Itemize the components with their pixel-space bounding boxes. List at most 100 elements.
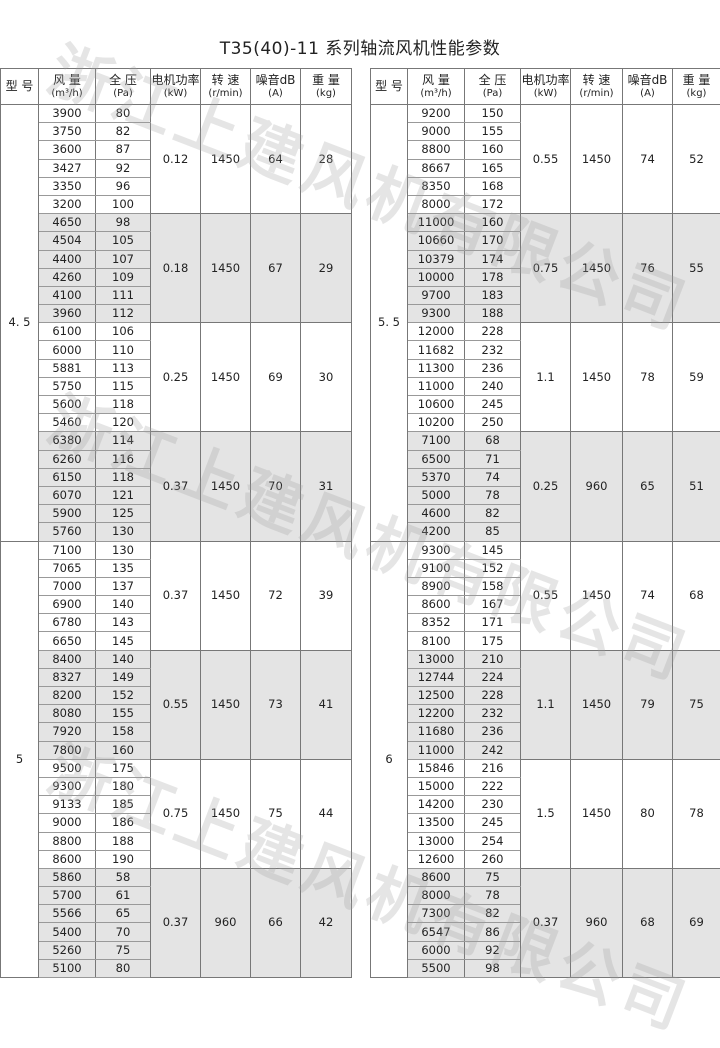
pressure-cell: 92 — [465, 941, 521, 959]
flow-cell: 7065 — [39, 559, 96, 577]
power-cell: 0.37 — [151, 432, 201, 541]
pressure-cell: 109 — [96, 268, 151, 286]
flow-cell: 4260 — [39, 268, 96, 286]
pressure-cell: 183 — [465, 286, 521, 304]
flow-cell: 12200 — [408, 705, 465, 723]
header-weight: 重 量(kg) — [673, 69, 720, 105]
flow-cell: 6900 — [39, 596, 96, 614]
header-unit: (Pa) — [96, 87, 150, 100]
flow-cell: 3750 — [39, 123, 96, 141]
flow-cell: 7300 — [408, 905, 465, 923]
flow-cell: 5260 — [39, 941, 96, 959]
flow-cell: 3200 — [39, 195, 96, 213]
flow-cell: 4504 — [39, 232, 96, 250]
noise-cell: 75 — [251, 759, 301, 868]
weight-cell: 42 — [301, 868, 352, 977]
pressure-cell: 143 — [96, 614, 151, 632]
pressure-cell: 65 — [96, 905, 151, 923]
flow-cell: 6100 — [39, 323, 96, 341]
flow-cell: 4650 — [39, 214, 96, 232]
header-model: 型 号 — [1, 69, 39, 105]
flow-cell: 13000 — [408, 832, 465, 850]
speed-cell: 1450 — [201, 214, 251, 323]
speed-cell: 1450 — [201, 541, 251, 650]
table-header: 型 号风 量(m³/h)全 压(Pa)电机功率(kW)转 速(r/min)噪音d… — [371, 69, 720, 105]
header-noise: 噪音dB(A) — [623, 69, 673, 105]
flow-cell: 5900 — [39, 505, 96, 523]
flow-cell: 5400 — [39, 923, 96, 941]
flow-cell: 9000 — [39, 814, 96, 832]
pressure-cell: 228 — [465, 687, 521, 705]
weight-cell: 78 — [673, 759, 720, 868]
flow-cell: 7100 — [39, 541, 96, 559]
pressure-cell: 168 — [465, 177, 521, 195]
pressure-cell: 110 — [96, 341, 151, 359]
weight-cell: 41 — [301, 650, 352, 759]
flow-cell: 5881 — [39, 359, 96, 377]
pressure-cell: 250 — [465, 414, 521, 432]
performance-table-left: 型 号风 量(m³/h)全 压(Pa)电机功率(kW)转 速(r/min)噪音d… — [0, 68, 352, 978]
flow-cell: 11680 — [408, 723, 465, 741]
pressure-cell: 70 — [96, 923, 151, 941]
flow-cell: 9300 — [408, 305, 465, 323]
weight-cell: 30 — [301, 323, 352, 432]
flow-cell: 11300 — [408, 359, 465, 377]
flow-cell: 8000 — [408, 195, 465, 213]
flow-cell: 11000 — [408, 741, 465, 759]
pressure-cell: 121 — [96, 486, 151, 504]
power-cell: 0.12 — [151, 105, 201, 214]
speed-cell: 1450 — [201, 759, 251, 868]
speed-cell: 1450 — [201, 650, 251, 759]
flow-cell: 8800 — [408, 141, 465, 159]
pressure-cell: 61 — [96, 887, 151, 905]
weight-cell: 51 — [673, 432, 720, 541]
pressure-cell: 186 — [96, 814, 151, 832]
speed-cell: 960 — [571, 868, 623, 977]
flow-cell: 6000 — [408, 941, 465, 959]
header-label: 重 量 — [683, 73, 711, 87]
pressure-cell: 224 — [465, 668, 521, 686]
flow-cell: 3350 — [39, 177, 96, 195]
flow-cell: 10660 — [408, 232, 465, 250]
pressure-cell: 98 — [465, 959, 521, 977]
flow-cell: 13500 — [408, 814, 465, 832]
flow-cell: 5600 — [39, 396, 96, 414]
pressure-cell: 158 — [96, 723, 151, 741]
pressure-cell: 105 — [96, 232, 151, 250]
header-unit: (r/min) — [201, 87, 250, 100]
header-model: 型 号 — [371, 69, 408, 105]
speed-cell: 1450 — [201, 323, 251, 432]
weight-cell: 68 — [673, 541, 720, 650]
pressure-cell: 80 — [96, 959, 151, 977]
pressure-cell: 160 — [465, 214, 521, 232]
header-power: 电机功率(kW) — [521, 69, 571, 105]
noise-cell: 72 — [251, 541, 301, 650]
flow-cell: 6070 — [39, 486, 96, 504]
pressure-cell: 170 — [465, 232, 521, 250]
flow-cell: 8667 — [408, 159, 465, 177]
pressure-cell: 75 — [465, 868, 521, 886]
weight-cell: 59 — [673, 323, 720, 432]
header-speed: 转 速(r/min) — [201, 69, 251, 105]
pressure-cell: 240 — [465, 377, 521, 395]
flow-cell: 8200 — [39, 687, 96, 705]
pressure-cell: 167 — [465, 596, 521, 614]
pressure-cell: 112 — [96, 305, 151, 323]
pressure-cell: 145 — [96, 632, 151, 650]
speed-cell: 960 — [201, 868, 251, 977]
flow-cell: 3960 — [39, 305, 96, 323]
power-cell: 0.37 — [151, 868, 201, 977]
header-row: 型 号风 量(m³/h)全 压(Pa)电机功率(kW)转 速(r/min)噪音d… — [371, 69, 720, 105]
header-pressure: 全 压(Pa) — [96, 69, 151, 105]
pressure-cell: 140 — [96, 650, 151, 668]
flow-cell: 7100 — [408, 432, 465, 450]
flow-cell: 5566 — [39, 905, 96, 923]
header-unit: (kg) — [673, 87, 720, 100]
flow-cell: 9000 — [408, 123, 465, 141]
pressure-cell: 230 — [465, 796, 521, 814]
